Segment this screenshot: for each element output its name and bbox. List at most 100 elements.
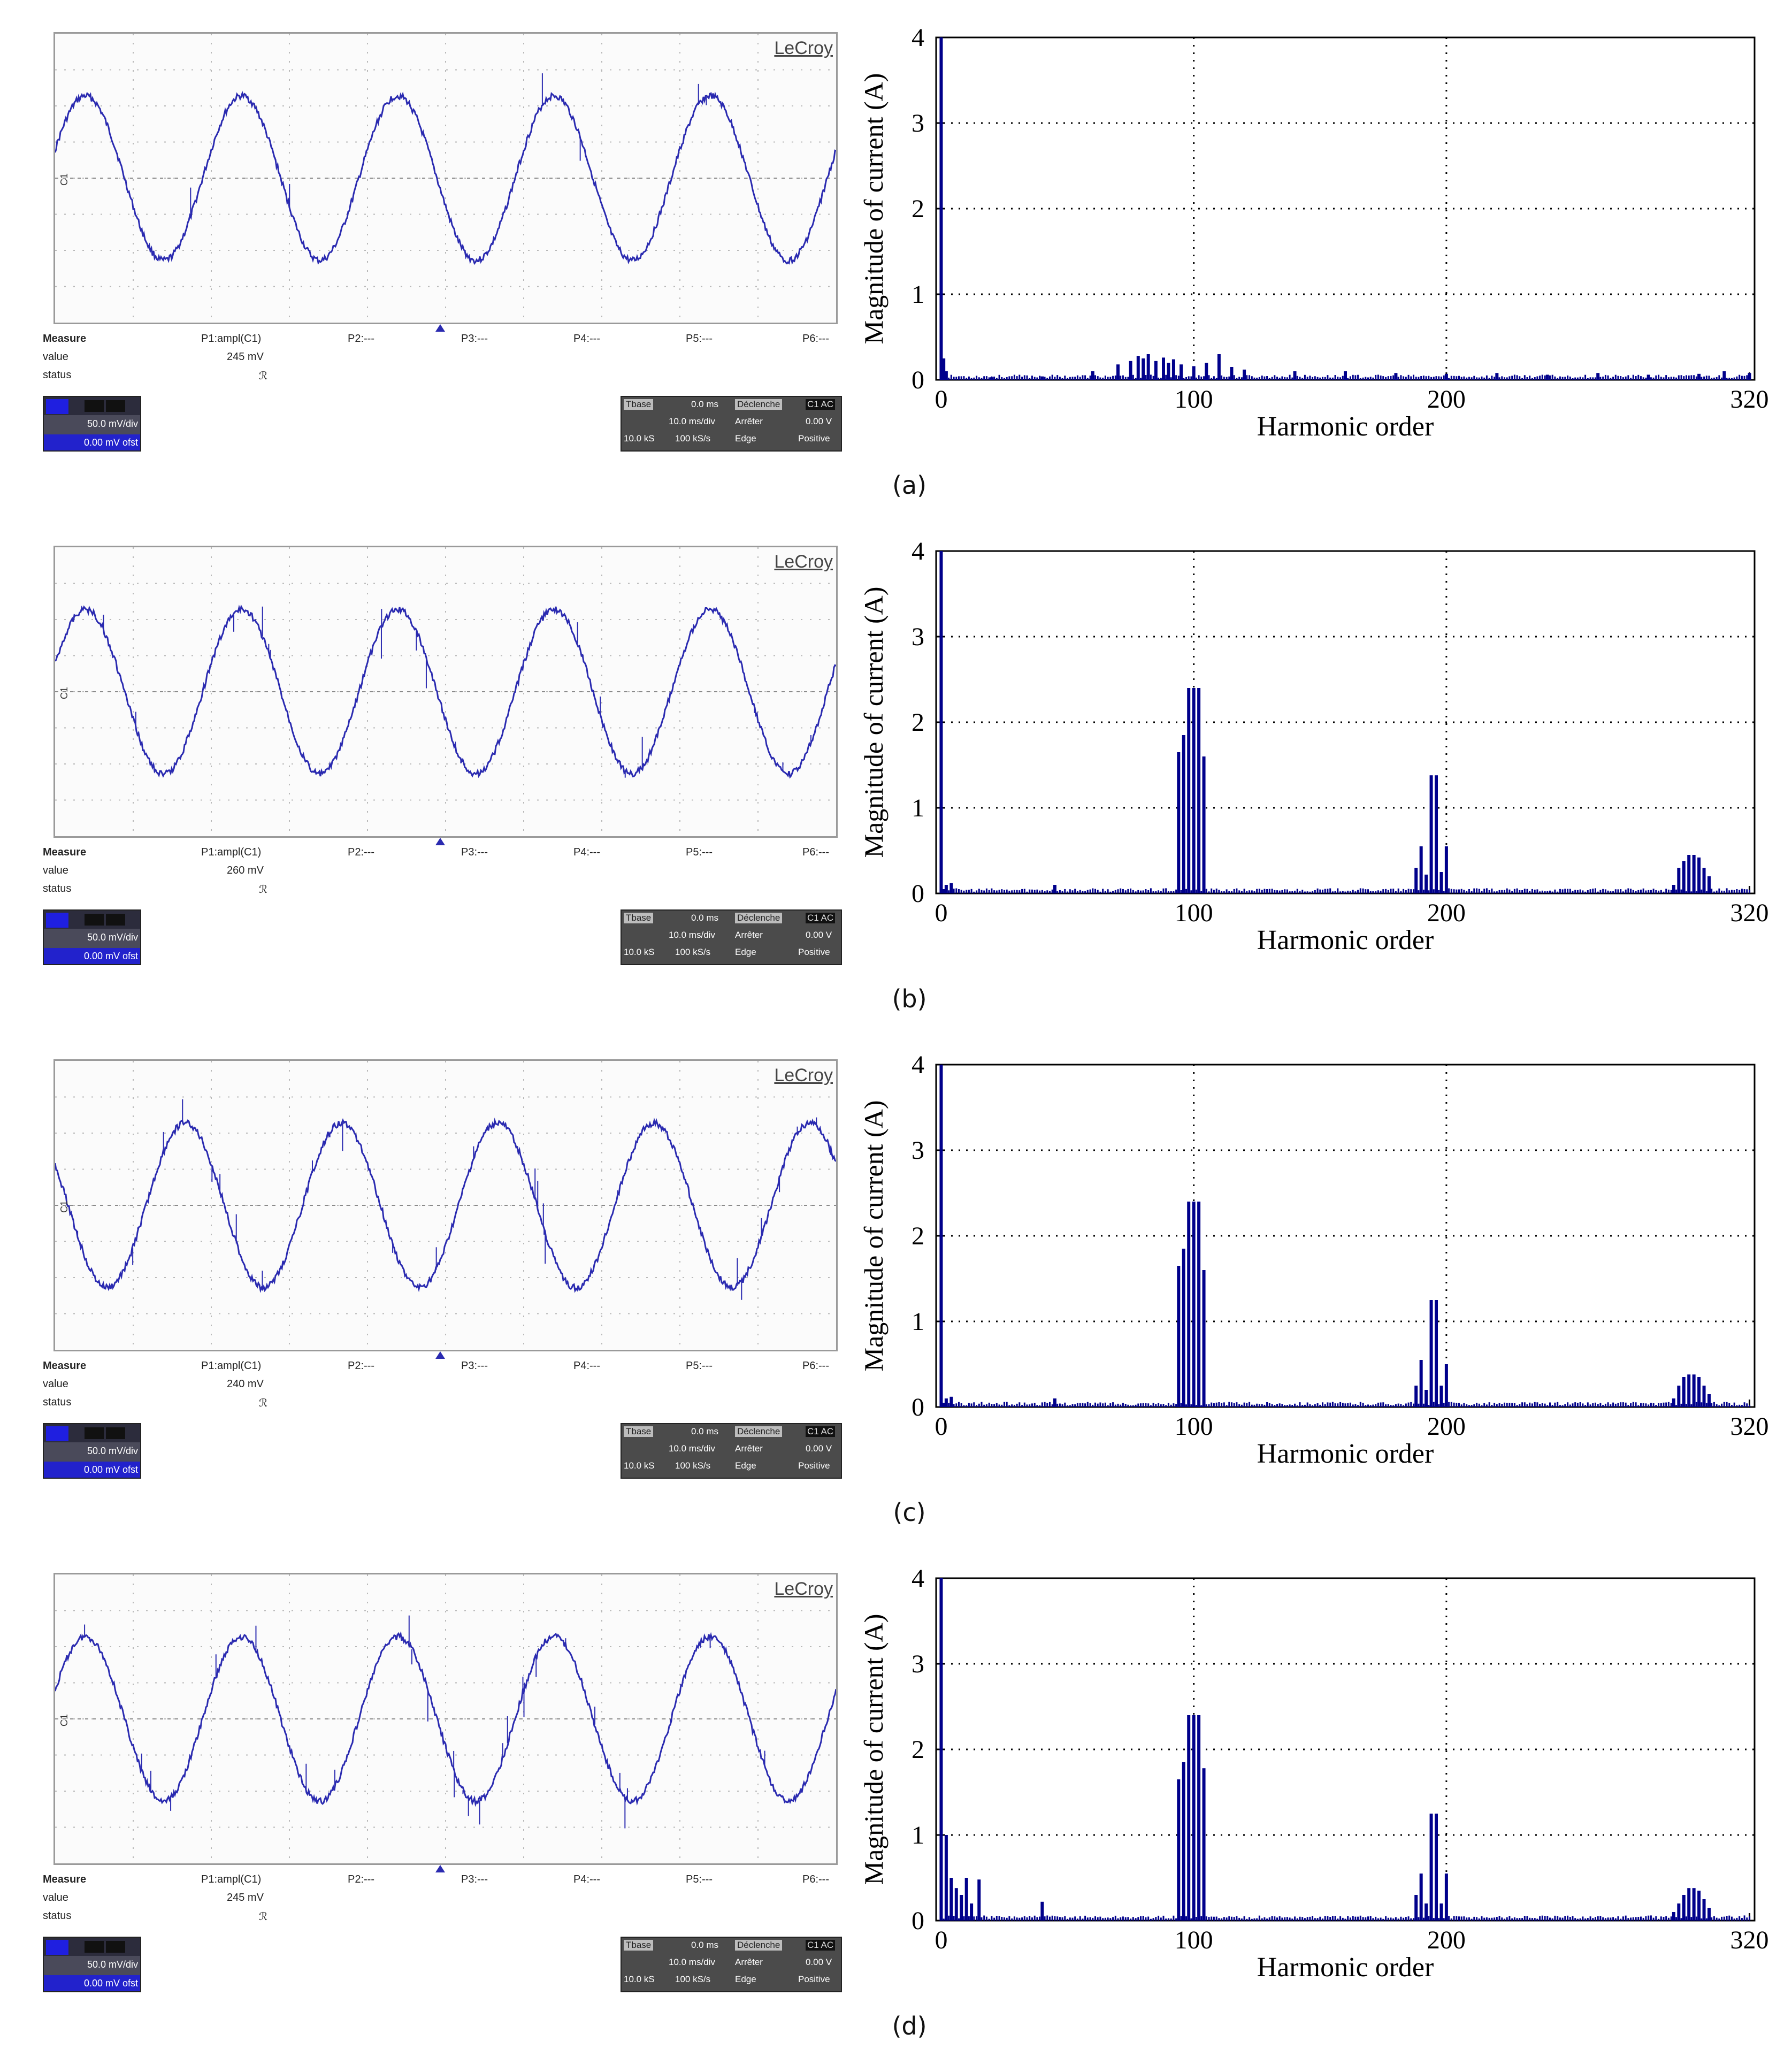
channel-header (44, 1938, 140, 1956)
timebase-trigger-badge: C1 AC (806, 399, 836, 410)
harmonic-bar (1053, 885, 1056, 893)
timebase-tdiv: 10.0 ms/div (669, 1443, 715, 1454)
harmonic-bar (1202, 756, 1206, 893)
harmonic-spectrum-chart-c: 0 1 2 3 4 0 100 200 320 Harmonic order Magnitude o… (859, 1054, 1769, 1469)
volts-per-div: 50.0 mV/div (87, 1446, 138, 1456)
scope-brand-logo: LeCroy (774, 552, 833, 572)
x-tick-label: 0 (935, 1412, 947, 1441)
timebase-level: 0.00 V (806, 930, 832, 940)
harmonic-bar (1677, 1386, 1681, 1407)
harmonic-bar (1707, 876, 1711, 893)
harmonic-bar (939, 551, 943, 893)
channel-header (44, 911, 140, 929)
plot-frame (935, 1064, 1756, 1408)
param-p1-label: P1:ampl(C1) (201, 1874, 262, 1885)
harmonic-bar (960, 1895, 963, 1921)
y-axis-label: Magnitude of current (A) (859, 73, 889, 345)
harmonic-bar (1171, 359, 1175, 380)
p1-status-icon: ℛ (259, 1397, 267, 1409)
param-p2-label: P2:--- (348, 846, 374, 858)
param-p4-label: P4:--- (573, 846, 600, 858)
harmonic-bar (1205, 363, 1208, 380)
harmonic-bar (1230, 367, 1234, 380)
x-tick-label: 200 (1427, 899, 1466, 927)
y-tick-label: 1 (912, 1821, 924, 1849)
harmonic-bar (1419, 1874, 1423, 1921)
harmonic-bar (1419, 1360, 1423, 1407)
harmonic-bar (1687, 855, 1691, 893)
scope-waveform (54, 604, 837, 779)
harmonic-bar (1182, 735, 1185, 893)
measure-label: Measure (43, 333, 87, 345)
oscilloscope-capture-a: LeCroy C1 Measure P1:ampl(C1) P2:--- P3:--- P4… (37, 32, 842, 455)
param-p6-label: P6:--- (802, 333, 829, 345)
harmonic-bar (942, 358, 946, 380)
timebase-trigger-badge: C1 AC (806, 913, 836, 923)
harmonic-bar (942, 1403, 946, 1407)
y-tick-label: 4 (912, 1568, 924, 1593)
scope-trace-area (54, 547, 837, 836)
harmonic-bar (1702, 1386, 1706, 1407)
harmonic-bar (1425, 874, 1428, 893)
measure-row-values: value 245 mV (37, 1892, 840, 1908)
timebase-trigger-label: Déclenche (735, 1940, 783, 1951)
x-tick-label: 200 (1427, 1412, 1466, 1441)
param-p5-label: P5:--- (686, 1360, 713, 1372)
harmonic-bar (1697, 857, 1701, 893)
harmonic-bar (1682, 861, 1686, 893)
harmonic-bar (1429, 775, 1433, 893)
x-tick-label: 0 (935, 385, 947, 414)
panel-caption: (a) (892, 471, 927, 500)
p1-status-icon: ℛ (259, 1911, 267, 1923)
timebase-edge: Edge (735, 947, 756, 957)
harmonic-bar (1702, 1899, 1706, 1921)
timebase-trigger-box: Tbase 0.0 ms Déclenche C1 AC 10.0 ms/div Arrê… (621, 909, 842, 965)
harmonic-bar (1197, 1202, 1201, 1407)
harmonic-bar (1202, 1270, 1206, 1407)
harmonic-bar (1435, 775, 1438, 893)
y-axis-label: Magnitude of current (A) (859, 587, 889, 858)
plot-frame (935, 36, 1756, 381)
x-tick-label: 320 (1730, 385, 1769, 414)
status-label: status (43, 883, 72, 894)
timebase-arreter: Arrêter (735, 1957, 763, 1967)
harmonic-bar (1687, 1374, 1691, 1407)
scope-trace-area (54, 34, 837, 323)
channel-offset: 0.00 mV ofst (44, 948, 140, 964)
param-p6-label: P6:--- (802, 846, 829, 858)
timebase-tbase-label: Tbase (624, 913, 654, 923)
harmonic-bar (949, 883, 953, 893)
channel-color-swatch (46, 913, 68, 928)
trigger-position-icon (435, 1351, 445, 1359)
harmonic-bar (1129, 361, 1132, 380)
channel-marker: C1 (59, 1714, 70, 1727)
x-tick-label: 100 (1175, 899, 1213, 927)
harmonic-bar (1177, 752, 1181, 893)
param-p4-label: P4:--- (573, 333, 600, 345)
timebase-tdiv: 10.0 ms/div (669, 1957, 715, 1967)
timebase-edge: Edge (735, 433, 756, 444)
y-tick-label: 3 (912, 1136, 924, 1165)
harmonic-bar (944, 1398, 948, 1407)
channel-marker: C1 (59, 686, 70, 700)
param-p4-label: P4:--- (573, 1360, 600, 1372)
harmonic-bar (1672, 1912, 1675, 1921)
timebase-slope: Positive (798, 433, 830, 444)
harmonic-bar (1707, 1908, 1711, 1921)
harmonic-bar (1692, 1374, 1696, 1407)
harmonic-bar (1545, 374, 1549, 380)
param-p2-label: P2:--- (348, 1874, 374, 1885)
timebase-rate: 100 kS/s (675, 947, 711, 957)
oscilloscope-capture-d: LeCroy C1 Measure P1:ampl(C1) P2:--- P3:--- P4… (37, 1573, 842, 1995)
y-axis-label: Magnitude of current (A) (859, 1614, 889, 1885)
harmonic-bar (1697, 1377, 1701, 1407)
harmonic-bar (1444, 373, 1448, 380)
channel-indicator (106, 1941, 125, 1953)
harmonic-bar (1217, 354, 1221, 380)
measure-label: Measure (43, 846, 87, 858)
channel-indicator (85, 400, 104, 412)
harmonic-bar (964, 1878, 968, 1921)
timebase-slope: Positive (798, 1461, 830, 1471)
channel-offset: 0.00 mV ofst (44, 1462, 140, 1478)
harmonic-bar (1425, 1390, 1428, 1407)
